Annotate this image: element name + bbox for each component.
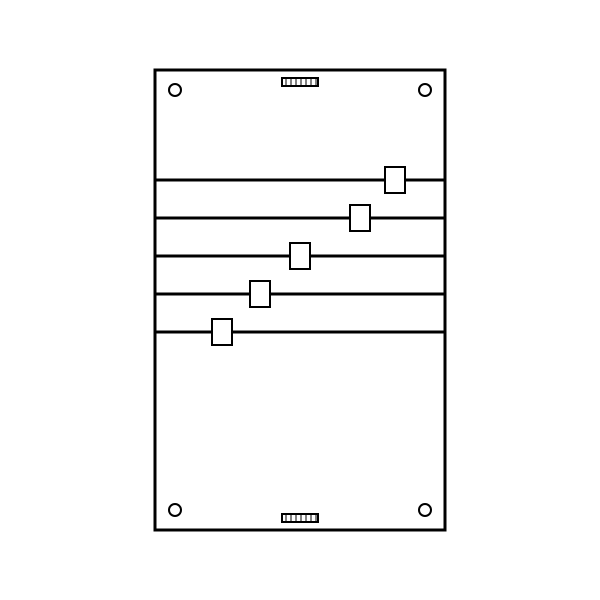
mount-hole-2 — [419, 84, 431, 96]
tab-3 — [290, 243, 310, 269]
panel-outline — [155, 70, 445, 530]
slot-1 — [282, 78, 318, 86]
mount-hole-4 — [419, 504, 431, 516]
tab-1 — [385, 167, 405, 193]
slot-2 — [282, 514, 318, 522]
mount-hole-1 — [169, 84, 181, 96]
tab-2 — [350, 205, 370, 231]
mount-hole-3 — [169, 504, 181, 516]
tab-5 — [212, 319, 232, 345]
tab-4 — [250, 281, 270, 307]
panel-diagram — [0, 0, 600, 600]
